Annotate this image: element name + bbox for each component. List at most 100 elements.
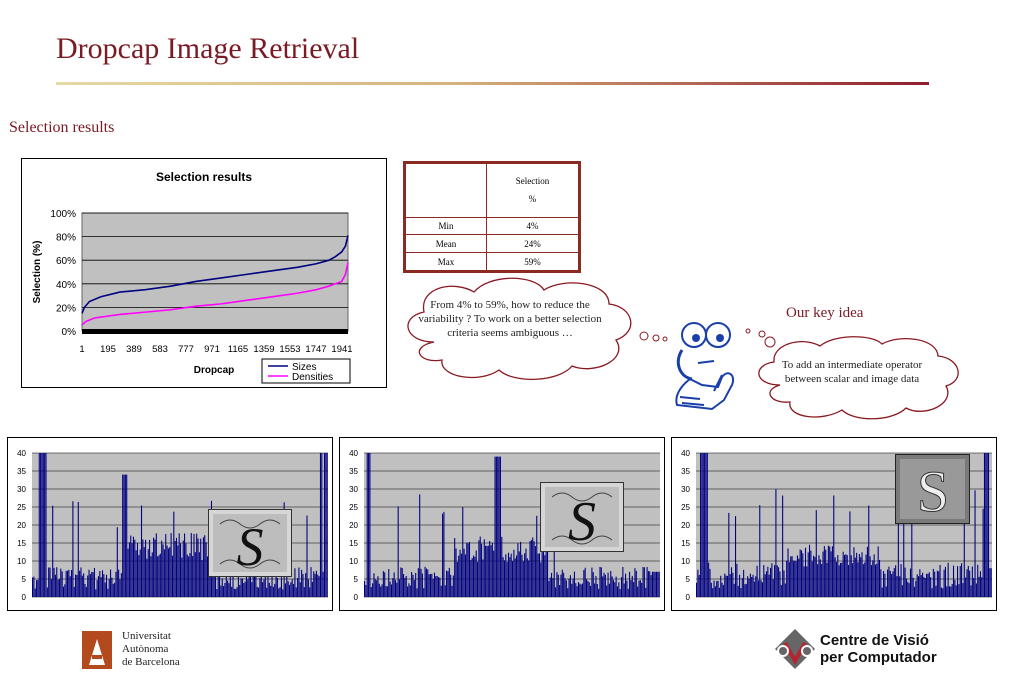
histogram-bar xyxy=(194,552,196,597)
histogram-bar xyxy=(388,569,390,597)
histogram-bar xyxy=(631,575,633,597)
histogram-bar xyxy=(106,574,108,597)
histogram-bar xyxy=(957,566,959,597)
histogram-bar xyxy=(427,569,429,597)
histogram-bar xyxy=(971,566,973,597)
histogram-bar xyxy=(413,580,415,597)
histogram-bar xyxy=(709,568,711,597)
histogram-bar xyxy=(710,582,712,597)
histogram-bar xyxy=(306,515,308,597)
histogram-bar xyxy=(462,507,464,597)
histogram-bar xyxy=(224,583,226,597)
histogram-bar xyxy=(517,543,519,597)
histogram-bar xyxy=(118,569,120,597)
histogram-bar xyxy=(37,579,39,597)
histogram-bar xyxy=(990,568,992,597)
histogram-bar xyxy=(696,582,698,597)
histogram-bar xyxy=(448,567,450,597)
histogram-bar xyxy=(912,577,914,597)
histogram-bar xyxy=(275,576,277,597)
histogram-bar xyxy=(786,560,788,597)
histogram-bar xyxy=(806,566,808,597)
y-tick-label: 40 xyxy=(681,449,690,458)
histogram-bar xyxy=(909,568,912,597)
histogram-bar xyxy=(499,456,501,597)
histogram-bar xyxy=(377,576,379,597)
histogram-bar xyxy=(630,580,632,597)
histogram-bar xyxy=(435,576,437,597)
histogram-bar xyxy=(962,583,964,597)
histogram-bar xyxy=(548,580,550,597)
histogram-bar xyxy=(869,556,871,597)
histogram-bar xyxy=(606,585,608,597)
dropcap-image-2: S xyxy=(540,482,624,552)
y-tick-label: 20% xyxy=(56,303,76,314)
histogram-bar xyxy=(468,541,471,597)
x-tick-label: 1 xyxy=(79,344,84,355)
histogram-bar xyxy=(132,536,134,597)
histogram-bar xyxy=(586,579,588,597)
histogram-bar xyxy=(942,588,944,597)
histogram-bar xyxy=(647,571,649,597)
table-header-selection: Selection % xyxy=(486,163,579,218)
histogram-bar xyxy=(235,588,237,597)
histogram-bar xyxy=(893,568,895,597)
histogram-bar xyxy=(944,566,946,597)
histogram-bar xyxy=(729,573,731,597)
histogram-bar xyxy=(726,575,729,597)
uab-line-3: de Barcelona xyxy=(122,656,180,668)
histogram-bar xyxy=(313,571,315,597)
histogram-bar xyxy=(767,566,769,597)
cvc-line-1: Centre de Visió xyxy=(820,632,929,649)
histogram-bar xyxy=(165,534,167,597)
histogram-bar xyxy=(602,576,604,597)
histogram-bar xyxy=(186,554,188,597)
x-tick-label: 1747 xyxy=(305,344,326,355)
histogram-bar xyxy=(965,577,967,597)
histogram-bar xyxy=(800,550,803,597)
title-divider xyxy=(56,82,929,85)
histogram-bar xyxy=(247,579,249,597)
histogram-bar xyxy=(439,577,441,597)
histogram-bar xyxy=(182,540,184,597)
histogram-bar xyxy=(459,549,461,597)
histogram-bar xyxy=(188,556,190,597)
histogram-bar xyxy=(411,571,413,597)
cvc-logo-icon xyxy=(775,629,815,669)
histogram-bar xyxy=(444,585,446,597)
histogram-bar xyxy=(155,533,157,597)
row-label-min: Min xyxy=(405,216,487,236)
histogram-bar xyxy=(799,549,801,597)
histogram-bar xyxy=(40,453,42,597)
histogram-bar xyxy=(299,582,301,597)
histogram-bar xyxy=(804,547,807,597)
histogram-bar xyxy=(151,552,153,597)
dropcap-image-1: S xyxy=(208,509,292,577)
histogram-bar xyxy=(544,555,546,597)
histogram-bar xyxy=(721,582,723,597)
histogram-bar xyxy=(556,572,558,597)
histogram-bar xyxy=(795,561,797,597)
svg-text:S: S xyxy=(917,459,949,524)
histogram-bar xyxy=(922,572,924,597)
histogram-bar xyxy=(174,540,176,597)
histogram-bar xyxy=(72,501,74,597)
histogram-bar xyxy=(983,453,986,597)
y-tick-label: 30 xyxy=(17,485,26,494)
y-tick-label: 20 xyxy=(17,521,26,530)
histogram-bar xyxy=(911,518,913,597)
histogram-bar xyxy=(237,571,239,597)
histogram-bar xyxy=(923,577,925,597)
histogram-bar xyxy=(583,570,585,597)
histogram-bar xyxy=(540,562,542,597)
histogram-bar xyxy=(826,562,828,597)
histogram-bar xyxy=(466,542,468,597)
histogram-bar xyxy=(833,495,835,597)
histogram-bar xyxy=(221,578,223,597)
histogram-bar xyxy=(280,577,282,597)
histogram-bar xyxy=(866,546,868,597)
histogram-bar xyxy=(36,580,38,597)
histogram-bar xyxy=(68,569,70,597)
histogram-bar xyxy=(542,536,545,597)
histogram-bar xyxy=(725,575,727,597)
